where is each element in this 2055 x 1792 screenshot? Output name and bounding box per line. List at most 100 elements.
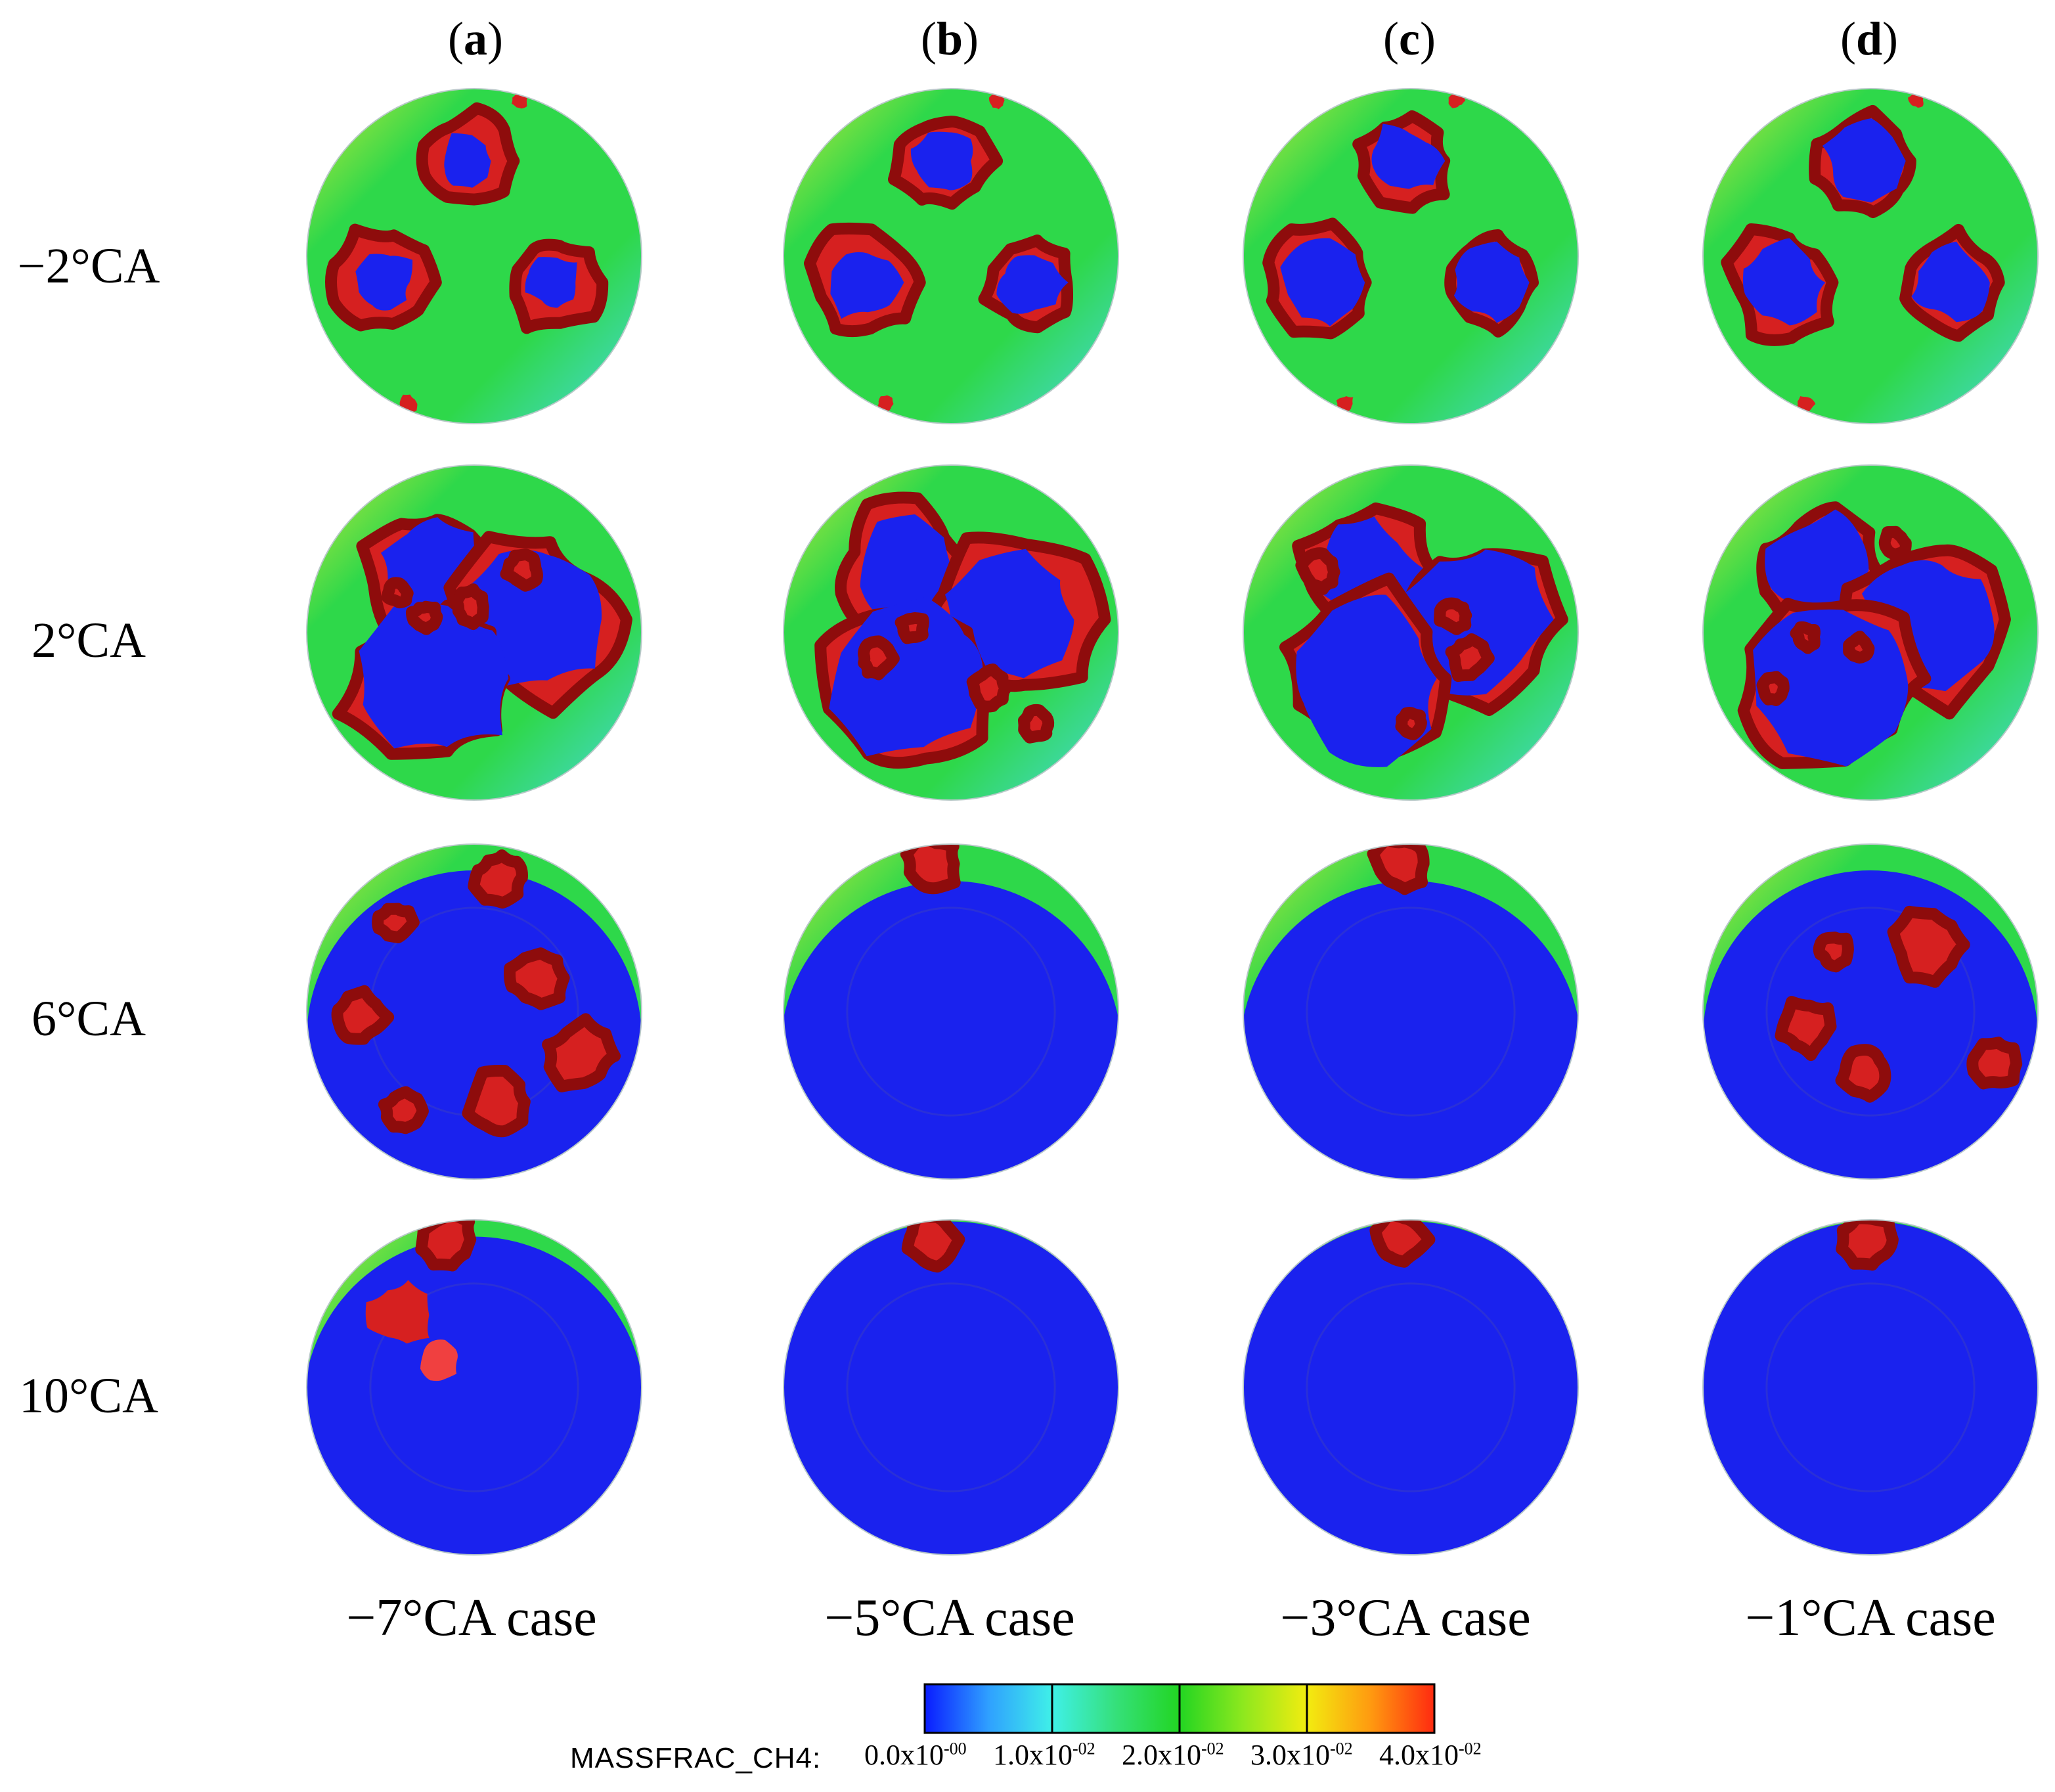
flame-front <box>966 663 1012 713</box>
flame-front <box>1295 547 1340 595</box>
cylinder-section-panel <box>306 843 642 1180</box>
burned-region <box>784 1221 1118 1555</box>
cylinder-wall <box>783 464 1119 801</box>
flame-front <box>1434 597 1472 635</box>
cylinder-section-panel <box>783 88 1119 424</box>
flame-front <box>415 1220 477 1272</box>
flame-front <box>895 612 929 644</box>
flame-front <box>504 947 570 1010</box>
colorbar-tick-label: 1.0x10-02 <box>993 1739 1095 1771</box>
cylinder-wall <box>1243 88 1579 424</box>
flame-front <box>1775 996 1837 1062</box>
cylinder-wall <box>1243 1219 1579 1556</box>
burned-region <box>1243 881 1578 1179</box>
burned-region <box>1742 238 1826 326</box>
colorbar-tick-label: 0.0x10-00 <box>864 1739 967 1771</box>
cylinder-section-panel <box>1702 88 2039 424</box>
unburned-mixture-region <box>1243 89 1578 424</box>
cylinder-wall <box>1702 464 2039 801</box>
cylinder-wall <box>306 464 642 801</box>
flame-front <box>1367 844 1430 895</box>
cylinder-section-panel <box>1702 1219 2039 1556</box>
cylinder-wall <box>783 1219 1119 1556</box>
unburned-mixture-region <box>307 89 642 424</box>
burned-region <box>1703 1221 2038 1555</box>
flame-front <box>462 1064 531 1138</box>
colorbar-variable-label: MASSFRAC_CH4: <box>570 1742 822 1774</box>
flame-front <box>1018 704 1055 744</box>
flame-front <box>468 849 528 909</box>
flame-front <box>450 583 489 631</box>
cylinder-section-panel <box>783 843 1119 1180</box>
flame-front <box>365 1280 430 1344</box>
burned-region <box>1371 123 1446 189</box>
burned-region <box>1822 118 1906 203</box>
flame-front <box>381 577 414 609</box>
burned-region <box>355 254 413 311</box>
cylinder-section-panel <box>1243 1219 1579 1556</box>
piston-bowl-outline <box>1765 1282 1976 1492</box>
cylinder-wall <box>1702 1219 2039 1556</box>
piston-bowl-outline <box>846 1282 1056 1492</box>
row-label-6: 6°CA <box>32 991 146 1046</box>
burned-region <box>1243 1221 1578 1555</box>
cylinder-wall <box>1243 464 1579 801</box>
burned-region <box>996 255 1069 314</box>
case-label-minus3: −3°CA case <box>1280 1589 1531 1647</box>
cylinder-wall <box>783 88 1119 424</box>
flame-front <box>331 985 395 1045</box>
flame-front <box>1813 931 1854 973</box>
burned-region <box>1911 241 1990 323</box>
cylinder-section-panel <box>306 464 642 801</box>
flame-front <box>405 600 443 635</box>
column-label-a: (a) <box>448 12 503 65</box>
colorbar-tick-label: 2.0x10-02 <box>1122 1739 1224 1771</box>
flame-front <box>1395 707 1427 740</box>
cylinder-wall <box>783 843 1119 1180</box>
flame-front <box>372 903 420 943</box>
burned-region <box>1399 549 1554 696</box>
cylinder-wall <box>1702 88 2039 424</box>
column-label-d: (d) <box>1840 12 1898 65</box>
burned-region <box>944 549 1074 679</box>
flame-front <box>1835 1044 1891 1103</box>
flame-front <box>1756 671 1790 706</box>
cylinder-wall <box>1243 843 1579 1180</box>
burned-region <box>784 881 1118 1179</box>
flame-front <box>858 635 900 681</box>
piston-bowl-outline <box>1765 907 1976 1117</box>
cylinder-section-panel <box>1243 88 1579 424</box>
column-label-b: (b) <box>920 12 979 65</box>
piston-bowl-outline <box>1306 1282 1516 1492</box>
cylinder-wall <box>306 843 642 1180</box>
flame-front <box>1878 526 1912 560</box>
flame-front <box>1966 1037 2023 1090</box>
cylinder-section-panel <box>1243 464 1579 801</box>
burned-region <box>444 133 491 188</box>
flame-front <box>542 1013 621 1092</box>
colorbar-tick-label: 4.0x10-02 <box>1379 1739 1482 1771</box>
flame-front <box>1445 633 1495 683</box>
cylinder-section-panel <box>783 1219 1119 1556</box>
piston-bowl-outline <box>846 907 1056 1117</box>
flame-front <box>1887 905 1970 988</box>
case-label-minus7: −7°CA case <box>346 1589 597 1647</box>
cylinder-section-panel <box>1243 843 1579 1180</box>
colorbar-tick-label: 3.0x10-02 <box>1250 1739 1353 1771</box>
flame-front <box>900 844 961 895</box>
burned-region <box>1453 241 1530 323</box>
cylinder-wall <box>1702 843 2039 1180</box>
cylinder-wall <box>306 1219 642 1556</box>
flame-front <box>1843 631 1875 664</box>
column-label-c: (c) <box>1383 12 1436 65</box>
cylinder-section-panel <box>783 464 1119 801</box>
flame-front <box>500 549 543 592</box>
burned-region <box>1280 238 1365 326</box>
cylinder-section-panel <box>1702 843 2039 1180</box>
cylinder-section-panel <box>1702 464 2039 801</box>
burned-region <box>910 131 973 190</box>
cylinder-section-panel <box>306 88 642 424</box>
row-label-minus2: −2°CA <box>17 238 160 294</box>
burned-region <box>860 514 954 618</box>
